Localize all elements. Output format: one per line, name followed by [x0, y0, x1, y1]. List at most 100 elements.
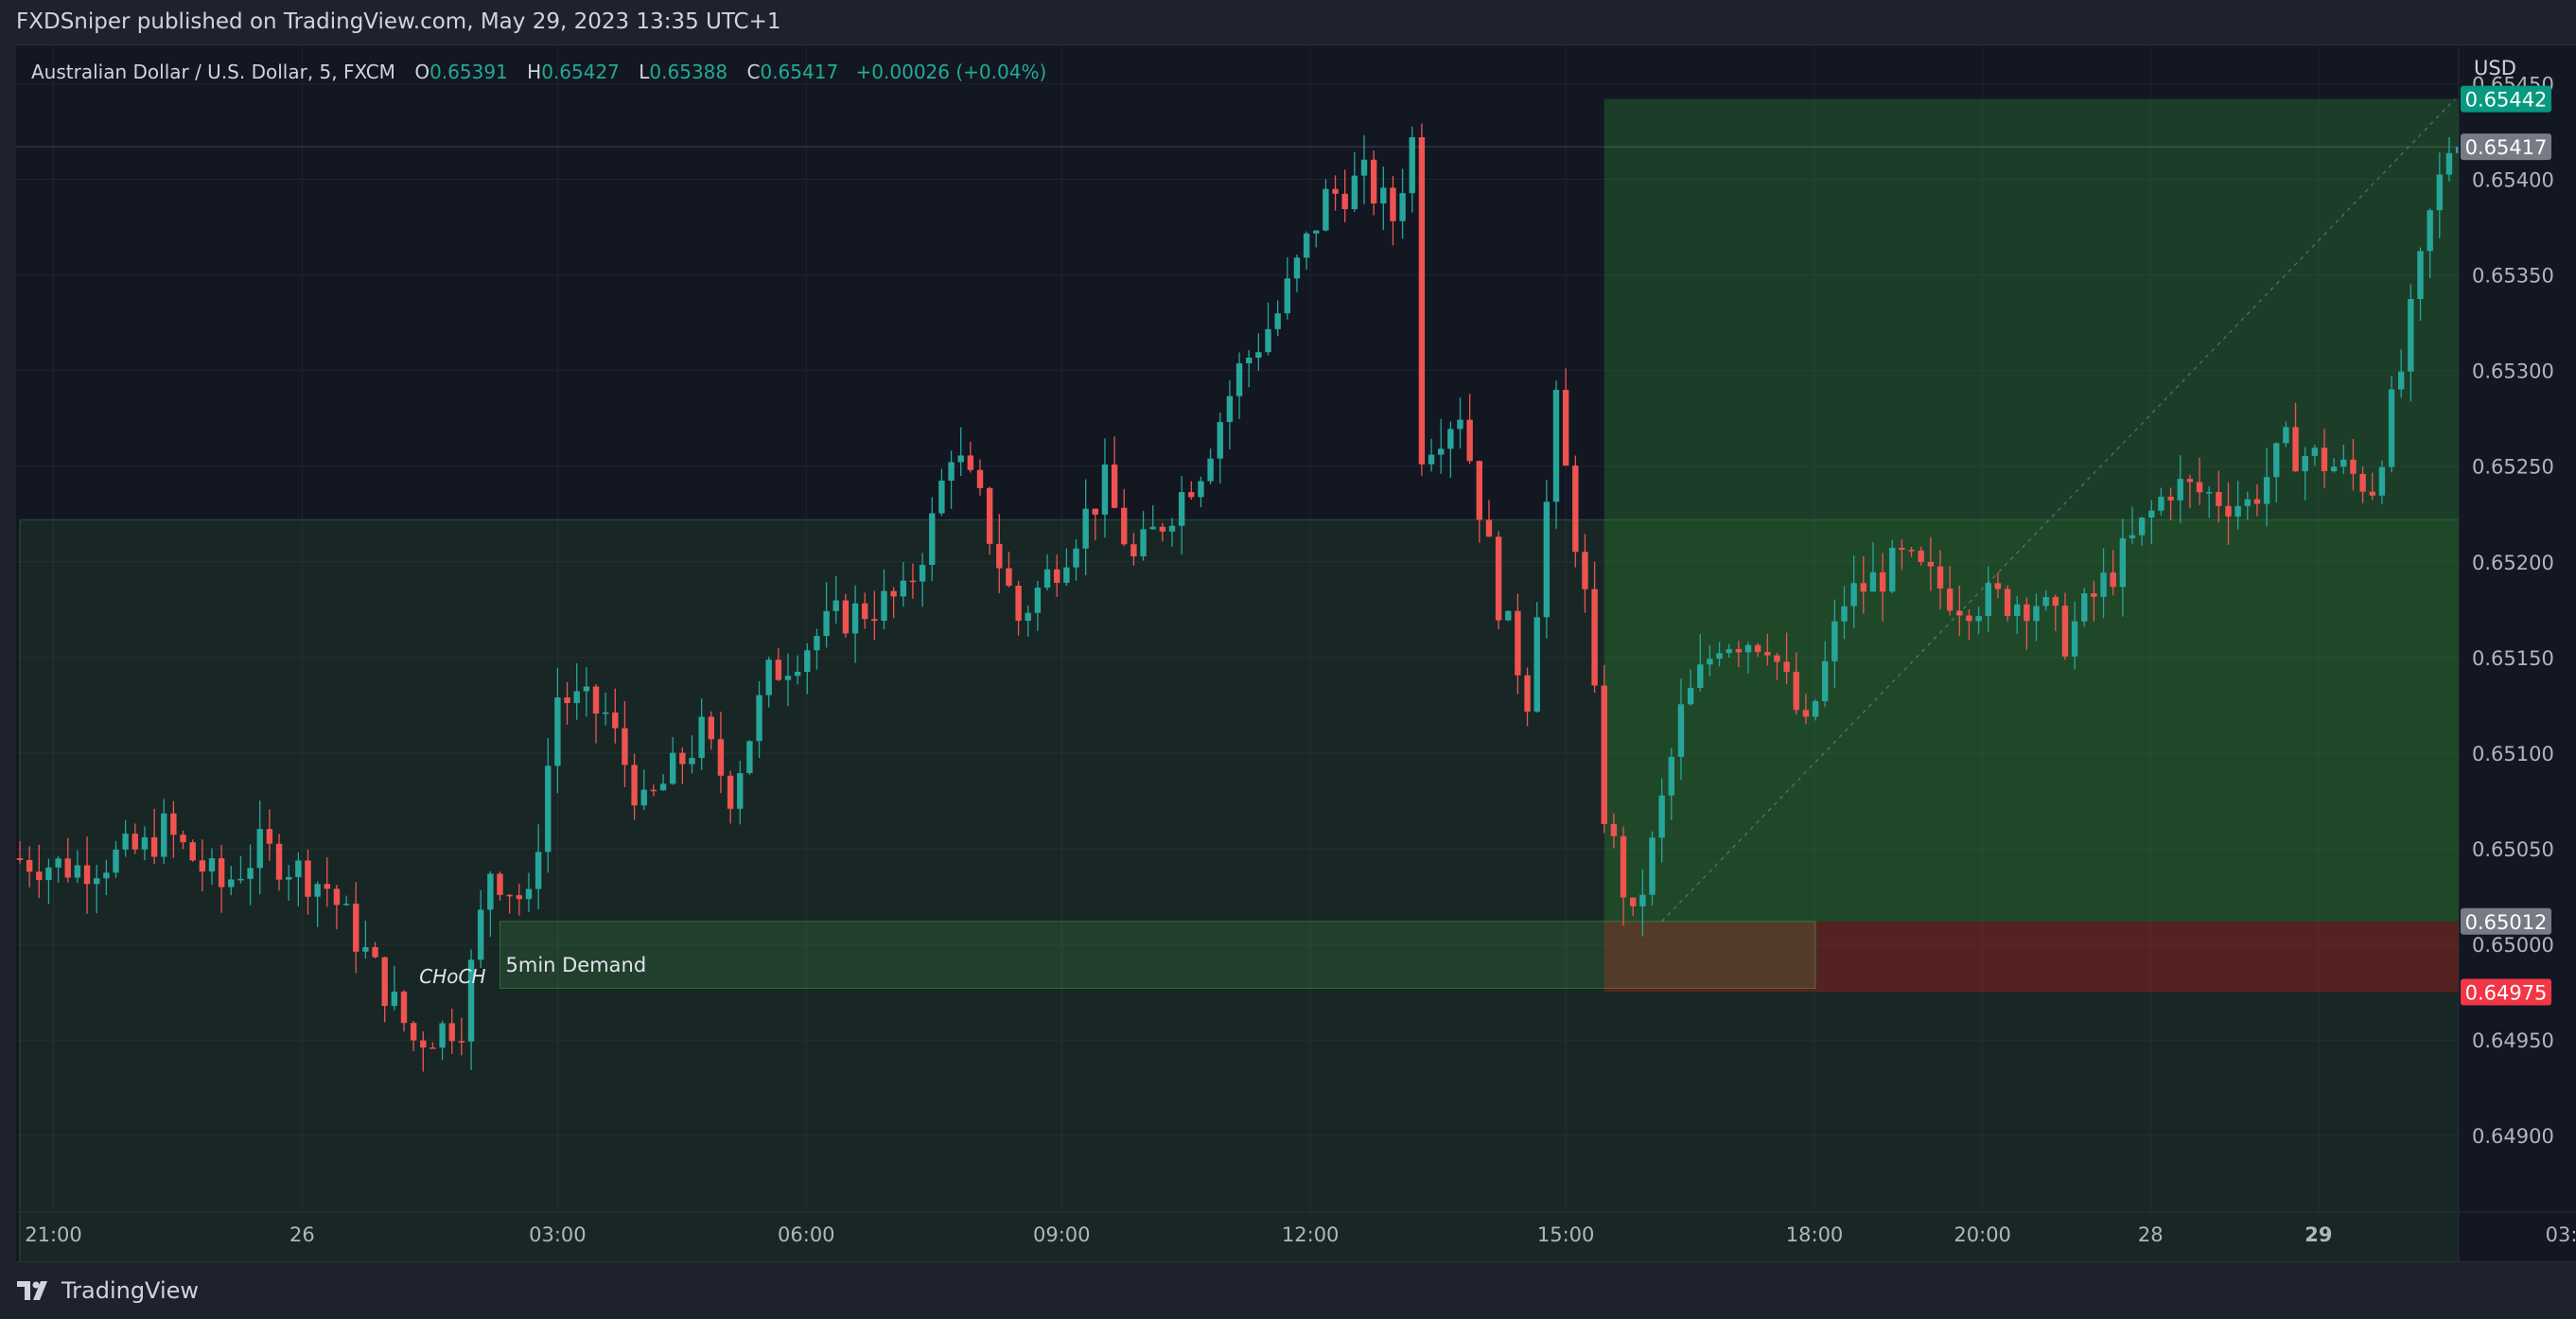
- close-label: C: [746, 61, 761, 83]
- high-label: H: [527, 61, 542, 83]
- candle-body: [1207, 458, 1214, 482]
- candle-body: [765, 660, 772, 695]
- candle-body: [1899, 547, 1905, 551]
- candle-body: [1677, 704, 1685, 757]
- candle-body: [362, 946, 369, 952]
- candle-body: [948, 462, 955, 482]
- candle-body: [1332, 188, 1339, 194]
- last-price-label: 0.65417: [2465, 136, 2548, 159]
- candle-body: [1409, 137, 1415, 194]
- candle-body: [1668, 756, 1674, 796]
- choch-label: CHoCH: [419, 965, 485, 988]
- candle-body: [16, 858, 24, 860]
- y-tick-label: 0.65150: [2472, 647, 2554, 670]
- candle-body: [94, 878, 100, 885]
- candle-body: [228, 879, 235, 888]
- open-label: O: [414, 61, 430, 83]
- candle-body: [1073, 548, 1079, 568]
- candle-body: [2216, 492, 2222, 506]
- candle-body: [26, 859, 33, 872]
- candle-body: [727, 775, 734, 809]
- candle-body: [986, 487, 993, 544]
- candle-body: [2273, 443, 2280, 478]
- tradingview-logo-icon[interactable]: [16, 1280, 54, 1301]
- candle-body: [1111, 464, 1118, 508]
- x-tick-label: 12:00: [1282, 1223, 1340, 1246]
- y-tick-label: 0.65400: [2472, 168, 2554, 191]
- candle-body: [1313, 230, 1320, 234]
- x-tick-label: 09:00: [1033, 1223, 1091, 1246]
- candle-body: [74, 865, 81, 878]
- y-tick-label: 0.65100: [2472, 743, 2554, 765]
- candle-body: [372, 946, 378, 958]
- candle-body: [534, 852, 542, 889]
- candle-body: [1121, 507, 1128, 545]
- candle-body: [2148, 510, 2155, 519]
- y-tick-label: 0.65050: [2472, 838, 2554, 861]
- candle-body: [1936, 566, 1944, 589]
- candle-body: [2004, 589, 2011, 616]
- candle-body: [1552, 390, 1560, 502]
- candle-body: [1399, 193, 1406, 221]
- candle-body: [36, 871, 43, 881]
- candle-body: [1707, 659, 1713, 665]
- candle-body: [1217, 422, 1223, 459]
- candle-body: [429, 1047, 436, 1049]
- candle-body: [2283, 427, 2289, 444]
- candle-body: [851, 603, 859, 634]
- candle-body: [967, 455, 974, 470]
- low-label: L: [639, 61, 650, 83]
- candle-body: [391, 991, 398, 1007]
- candle-body: [1418, 137, 1426, 465]
- candle-body: [1985, 583, 1991, 617]
- candle-body: [1188, 492, 1195, 498]
- candle-body: [1485, 519, 1493, 537]
- candle-body: [1726, 649, 1732, 654]
- demand-box: [499, 921, 1816, 990]
- candle-body: [1505, 610, 1512, 621]
- candle-body: [1351, 175, 1358, 210]
- candle-body: [1130, 544, 1137, 556]
- candle-body: [659, 783, 667, 791]
- candle-body: [2091, 593, 2097, 597]
- candle-body: [996, 543, 1003, 569]
- candle-body: [1956, 610, 1963, 616]
- candle-body: [506, 894, 513, 897]
- candle-body: [381, 957, 388, 1007]
- candle-body: [545, 765, 552, 853]
- candle-body: [1255, 352, 1262, 359]
- price-axis: [2459, 45, 2576, 1261]
- candle-body: [314, 884, 321, 897]
- candle-body: [602, 712, 609, 714]
- candle-body: [862, 603, 868, 620]
- candle-body: [900, 580, 906, 597]
- candle-body: [622, 728, 628, 765]
- candle-body: [342, 904, 350, 906]
- x-tick-label: 03:00: [529, 1223, 587, 1246]
- candle-body: [756, 695, 762, 742]
- candle-body: [1149, 526, 1156, 530]
- currency-label[interactable]: USD: [2474, 57, 2516, 79]
- candle-body: [1006, 568, 1012, 586]
- footer-brand[interactable]: TradingView: [61, 1277, 200, 1304]
- entry-price-badge: [2461, 907, 2551, 935]
- candle-body: [640, 789, 647, 806]
- candle-body: [1303, 233, 1310, 258]
- candle-body: [2330, 466, 2338, 471]
- candle-body: [2244, 499, 2251, 506]
- candle-body: [1918, 550, 1924, 562]
- candle-body: [1744, 644, 1752, 653]
- y-tick-label: 0.65200: [2472, 552, 2554, 574]
- stop-price-label: 0.64975: [2465, 982, 2548, 1005]
- candle-body: [247, 868, 254, 879]
- candle-body: [1562, 390, 1569, 466]
- candle-body: [1793, 672, 1799, 711]
- candle-body: [2369, 491, 2375, 496]
- chart-frame[interactable]: CHoCH 5min Demand 0.65450 0.65400 0.65350 0.…: [16, 44, 2576, 1262]
- footer[interactable]: TradingView: [16, 1275, 199, 1307]
- candle-body: [871, 619, 878, 622]
- candle-body: [1869, 572, 1877, 592]
- symbol-name: Australian Dollar / U.S. Dollar, 5, FXCM: [31, 61, 395, 83]
- candle-body: [881, 590, 887, 622]
